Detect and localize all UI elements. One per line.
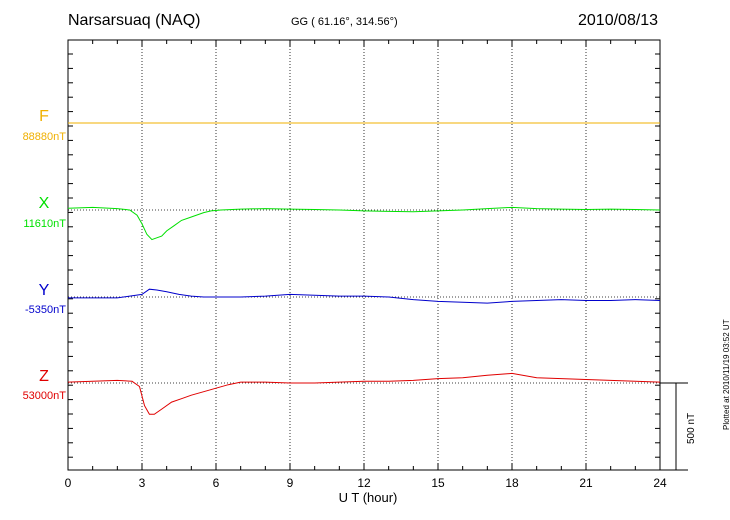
station-coordinates: GG ( 61.16°, 314.56°) — [291, 16, 398, 28]
series-lines — [67, 122, 661, 415]
x-tick-label-21: 21 — [579, 476, 593, 490]
date-label: 2010/08/13 — [578, 12, 659, 29]
x-tick-label-9: 9 — [286, 476, 294, 490]
station-title: Narsarsuaq (NAQ) — [68, 12, 201, 29]
x-tick-label-15: 15 — [431, 476, 445, 490]
series-line-z — [67, 372, 661, 415]
component-baseline-y: -5350nT — [25, 304, 66, 316]
x-tick-label-24: 24 — [653, 476, 667, 490]
x-tick-label-6: 6 — [212, 476, 220, 490]
x-tick-label-0: 0 — [64, 476, 72, 490]
component-name-f: F — [39, 108, 49, 125]
component-name-y: Y — [38, 282, 50, 299]
component-baseline-x: 11610nT — [23, 218, 66, 230]
x-axis-title: U T (hour) — [338, 490, 398, 505]
series-line-y — [68, 288, 661, 304]
plot-frame — [67, 39, 661, 471]
x-tick-label-12: 12 — [357, 476, 371, 490]
component-baseline-z: 53000nT — [22, 390, 66, 402]
component-name-x: X — [38, 195, 50, 212]
x-tick-label-18: 18 — [505, 476, 519, 490]
component-baseline-f: 88880nT — [22, 131, 66, 143]
component-name-z: Z — [39, 368, 49, 385]
grid-lines — [68, 40, 660, 470]
plotted-timestamp-note: Plotted at 2010/11/19 03:52 UT — [722, 319, 730, 430]
scale-bar-label: 500 nT — [686, 412, 697, 444]
scale-bar — [660, 382, 688, 471]
series-line-x — [67, 206, 661, 241]
x-tick-label-3: 3 — [138, 476, 146, 490]
axis-ticks — [67, 40, 661, 470]
